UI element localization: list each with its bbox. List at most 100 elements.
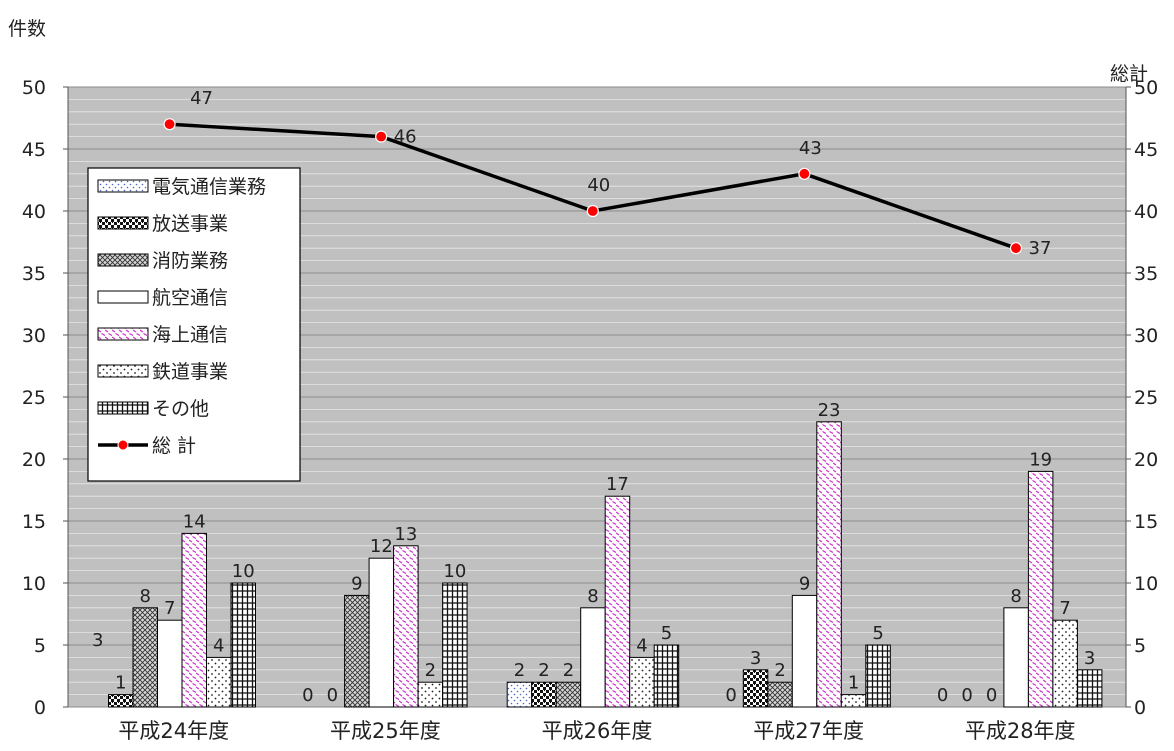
bar — [653, 644, 680, 708]
y-tick-label-right: 45 — [1134, 139, 1158, 161]
y-tick-label-right: 50 — [1134, 77, 1158, 99]
bar — [393, 545, 419, 708]
y-tick-label-right: 30 — [1134, 325, 1158, 347]
total-point — [798, 167, 811, 180]
y-tick-label-right: 20 — [1134, 449, 1158, 471]
bar-label: 3 — [1084, 648, 1095, 669]
bar — [840, 694, 867, 708]
bar-label: 8 — [1010, 586, 1021, 607]
bar-label: 4 — [636, 635, 647, 656]
bars — [108, 421, 1103, 708]
bar-label: 19 — [1029, 449, 1052, 470]
legend-label: 放送事業 — [152, 213, 228, 235]
bar-label: 8 — [140, 586, 151, 607]
bar — [132, 607, 158, 708]
y-tick-label-right: 15 — [1134, 511, 1158, 533]
y-tick-label-left: 45 — [22, 139, 46, 161]
bar-label: 4 — [213, 635, 224, 656]
y-tick-label-left: 0 — [34, 697, 46, 719]
legend-marker — [117, 439, 129, 451]
bar — [629, 656, 655, 708]
total-point — [1009, 242, 1023, 255]
legend-label: 消防業務 — [152, 250, 228, 272]
bar-label: 10 — [443, 561, 466, 582]
bar — [1003, 607, 1029, 708]
legend-swatch — [97, 290, 149, 304]
right-axis-label: 総計 — [1110, 63, 1148, 85]
total-line: 47 46 40 43 37 — [163, 88, 1051, 259]
y-tick-label-right: 10 — [1134, 573, 1158, 595]
x-tick-label: 平成26年度 — [542, 719, 653, 743]
y-tick-label-left: 30 — [22, 325, 46, 347]
bar — [865, 644, 891, 708]
total-value-label: 46 — [394, 127, 417, 148]
bar-label: 10 — [232, 561, 255, 582]
y-tick-label-left: 50 — [22, 77, 46, 99]
bar-label: 0 — [327, 685, 338, 706]
bar — [344, 594, 370, 708]
bar-label: 5 — [872, 623, 883, 644]
x-axis: 平成24年度 平成25年度 平成26年度 平成27年度 平成28年度 — [118, 719, 1075, 743]
bar-label: 5 — [661, 623, 672, 644]
left-axis: 0 5 10 15 20 25 30 35 40 45 50 — [22, 77, 69, 719]
x-tick-label: 平成28年度 — [965, 719, 1076, 743]
bar — [531, 681, 557, 708]
bar-label: 7 — [1059, 598, 1070, 619]
bar-label: 0 — [986, 685, 997, 706]
y-tick-label-left: 10 — [22, 573, 46, 595]
legend-label: 航空通信 — [152, 287, 228, 309]
legend-label: その他 — [152, 398, 209, 420]
y-tick-label-right: 35 — [1134, 263, 1158, 285]
y-tick-label-right: 25 — [1134, 387, 1158, 409]
bar — [181, 532, 207, 708]
left-axis-label: 件数 — [8, 18, 46, 40]
bar — [767, 681, 793, 708]
bar-label: 13 — [394, 524, 417, 545]
y-tick-label-left: 35 — [22, 263, 46, 285]
total-value-label: 40 — [587, 175, 610, 196]
bar-label: 2 — [563, 660, 574, 681]
bar-label: 1 — [848, 673, 859, 694]
bar-label: 1 — [115, 673, 126, 694]
bar — [742, 669, 769, 708]
bar-label: 12 — [370, 536, 393, 557]
bar-label: 3 — [750, 648, 761, 669]
legend-swatch — [97, 327, 149, 341]
bar-label: 9 — [351, 573, 362, 594]
right-axis: 0 5 10 15 20 25 30 35 40 45 50 — [1125, 77, 1158, 719]
bar-label-extra: 3 — [92, 630, 103, 651]
bar — [442, 582, 468, 708]
total-value-label: 47 — [190, 88, 213, 109]
y-tick-label-left: 20 — [22, 449, 46, 471]
bar-label: 14 — [183, 511, 206, 532]
total-value-label: 43 — [799, 138, 822, 159]
bar — [604, 495, 631, 708]
bar — [1076, 669, 1103, 708]
bar — [816, 421, 842, 708]
legend-swatch — [97, 253, 149, 267]
bar — [1052, 619, 1078, 708]
bar — [157, 619, 183, 708]
total-point — [375, 130, 388, 143]
bar — [417, 681, 444, 708]
legend-label: 海上通信 — [152, 324, 228, 346]
bar — [108, 694, 134, 708]
bar-label: 2 — [774, 660, 785, 681]
legend-swatch — [97, 364, 149, 378]
y-tick-label-left: 15 — [22, 511, 46, 533]
bar — [791, 594, 818, 708]
x-tick-label: 平成27年度 — [753, 719, 864, 743]
bar-label: 2 — [514, 660, 525, 681]
bar — [230, 582, 256, 708]
total-point — [163, 118, 176, 131]
bar — [555, 681, 582, 708]
legend-label: 鉄道事業 — [152, 361, 228, 383]
y-tick-label-left: 40 — [22, 201, 46, 223]
bar — [206, 656, 232, 708]
bar-label: 9 — [799, 573, 810, 594]
x-tick-label: 平成25年度 — [330, 719, 441, 743]
bar-label: 0 — [937, 685, 948, 706]
